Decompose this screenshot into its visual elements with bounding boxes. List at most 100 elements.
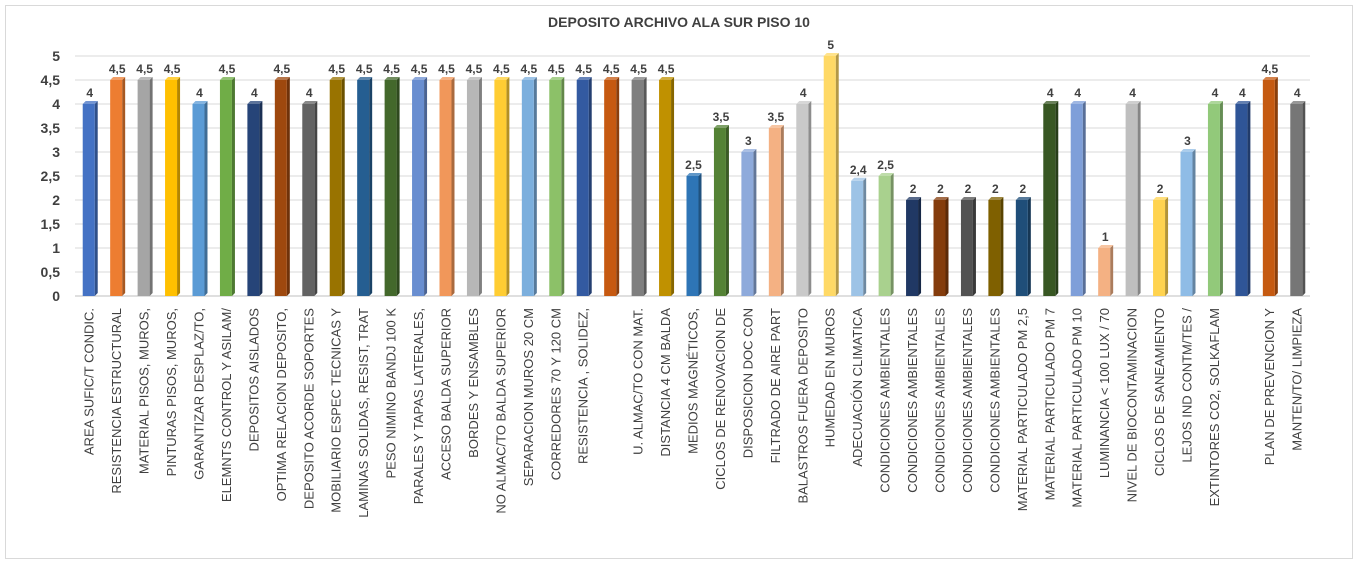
x-category-label: LAMINAS SOLIDAS, RESIST, TRAT <box>356 308 371 518</box>
x-category-label: RESISTENCIA ESTRUCTURAL <box>109 308 124 494</box>
bar <box>576 80 589 296</box>
x-category-label: CICLOS DE RENOVACION DE <box>713 308 728 490</box>
bar <box>1070 104 1083 296</box>
bar-side <box>177 77 181 296</box>
x-category-label: PARALES Y TAPAS LATERALES, <box>411 308 426 504</box>
data-label: 3 <box>1184 134 1191 148</box>
data-label: 4,5 <box>548 62 565 76</box>
bar-side <box>561 77 565 296</box>
data-label: 3,5 <box>767 110 784 124</box>
bar <box>604 80 617 296</box>
bar-side <box>424 77 428 296</box>
bar-side <box>698 173 702 296</box>
x-category-label: DEPOSITOS AISLADOS <box>246 308 261 452</box>
x-category-label: BORDES Y ENSAMBLES <box>466 308 481 458</box>
bar-top <box>1180 149 1196 152</box>
data-label: 2 <box>937 182 944 196</box>
x-category-label: LEJOS IND CONTM/TES / <box>1180 308 1195 463</box>
x-category-label: CONDICIONES AMBIENTALES <box>960 308 975 493</box>
bar-top <box>549 77 565 80</box>
bar <box>768 128 781 296</box>
data-label: 4,5 <box>1261 62 1278 76</box>
x-category-label: CONDICIONES AMBIENTALES <box>878 308 893 493</box>
data-label: 4 <box>1129 86 1136 100</box>
x-category-label: EXTINTORES CO2, SOLKAFLAM <box>1207 308 1222 506</box>
data-label: 4,5 <box>466 62 483 76</box>
y-tick-label: 5 <box>52 48 60 64</box>
data-label: 4 <box>1239 86 1246 100</box>
data-label: 4,5 <box>520 62 537 76</box>
y-tick-label: 2 <box>52 192 60 208</box>
x-category-label: HUMEDAD EN MUROS <box>823 308 838 448</box>
bar <box>686 176 699 296</box>
x-category-label: NO ALMAC/TO BALDA SUPERIOR <box>493 308 508 514</box>
bar <box>906 200 919 296</box>
x-category-label: MATERIAL PARTICULADO PM 7 <box>1042 308 1057 500</box>
data-label: 4 <box>1074 86 1081 100</box>
bar-top <box>768 125 784 128</box>
bar-top <box>933 197 949 200</box>
bar-side <box>149 77 153 296</box>
x-category-label: NIVEL DE BIOCONTAMINACION <box>1125 308 1140 502</box>
data-label: 2 <box>910 182 917 196</box>
bar-top <box>659 77 675 80</box>
bar-top <box>960 197 976 200</box>
bar-top <box>796 101 812 104</box>
bar-top <box>1098 245 1114 248</box>
data-label: 4,5 <box>136 62 153 76</box>
bar-side <box>835 53 839 296</box>
bar <box>1180 152 1193 296</box>
bar <box>796 104 809 296</box>
bar-top <box>1015 197 1031 200</box>
bar-side <box>1247 101 1251 296</box>
bar-top <box>494 77 510 80</box>
bar-top <box>1125 101 1141 104</box>
y-tick-label: 2,5 <box>41 168 61 184</box>
data-label: 3,5 <box>713 110 730 124</box>
bar-top <box>357 77 373 80</box>
bar <box>988 200 1001 296</box>
bar <box>302 104 315 296</box>
bar <box>466 80 479 296</box>
x-category-label: MATERIAL PARTICULADO PM 10 <box>1070 308 1085 508</box>
data-label: 4,5 <box>219 62 236 76</box>
bar <box>274 80 287 296</box>
bar-side <box>863 177 867 296</box>
bar-side <box>1165 197 1169 296</box>
x-category-label: ACCESO BALDA SUPERIOR <box>439 308 454 480</box>
bar-side <box>286 77 290 296</box>
bar-top <box>988 197 1004 200</box>
data-label: 4,5 <box>411 62 428 76</box>
bar-top <box>439 77 455 80</box>
bar-top <box>878 173 894 176</box>
bar-side <box>808 101 812 296</box>
bar <box>384 80 397 296</box>
bar <box>110 80 123 296</box>
bar-side <box>451 77 455 296</box>
bar-top <box>1207 101 1223 104</box>
x-category-label: PESO NIMINO BANDJ 100 K <box>384 308 399 479</box>
bar-side <box>1302 101 1306 296</box>
data-label: 4,5 <box>630 62 647 76</box>
y-tick-label: 4,5 <box>41 72 61 88</box>
bar-top <box>1153 197 1169 200</box>
data-label: 1 <box>1102 230 1109 244</box>
bar-side <box>671 77 675 296</box>
bar-top <box>713 125 729 128</box>
bar-side <box>122 77 126 296</box>
data-label: 4 <box>800 86 807 100</box>
x-category-label: MANTEN/TO/ LIMPIEZA <box>1289 308 1304 451</box>
bar-side <box>1055 101 1059 296</box>
data-label: 4,5 <box>356 62 373 76</box>
data-label: 2 <box>1019 182 1026 196</box>
bar <box>137 80 150 296</box>
x-category-label: CORREDORES 70 Y 120 CM <box>548 308 563 480</box>
bar-top <box>521 77 537 80</box>
bar <box>1043 104 1056 296</box>
bar <box>412 80 425 296</box>
y-tick-label: 0 <box>52 288 60 304</box>
bar <box>713 128 726 296</box>
bar-top <box>604 77 620 80</box>
bar-top <box>686 173 702 176</box>
